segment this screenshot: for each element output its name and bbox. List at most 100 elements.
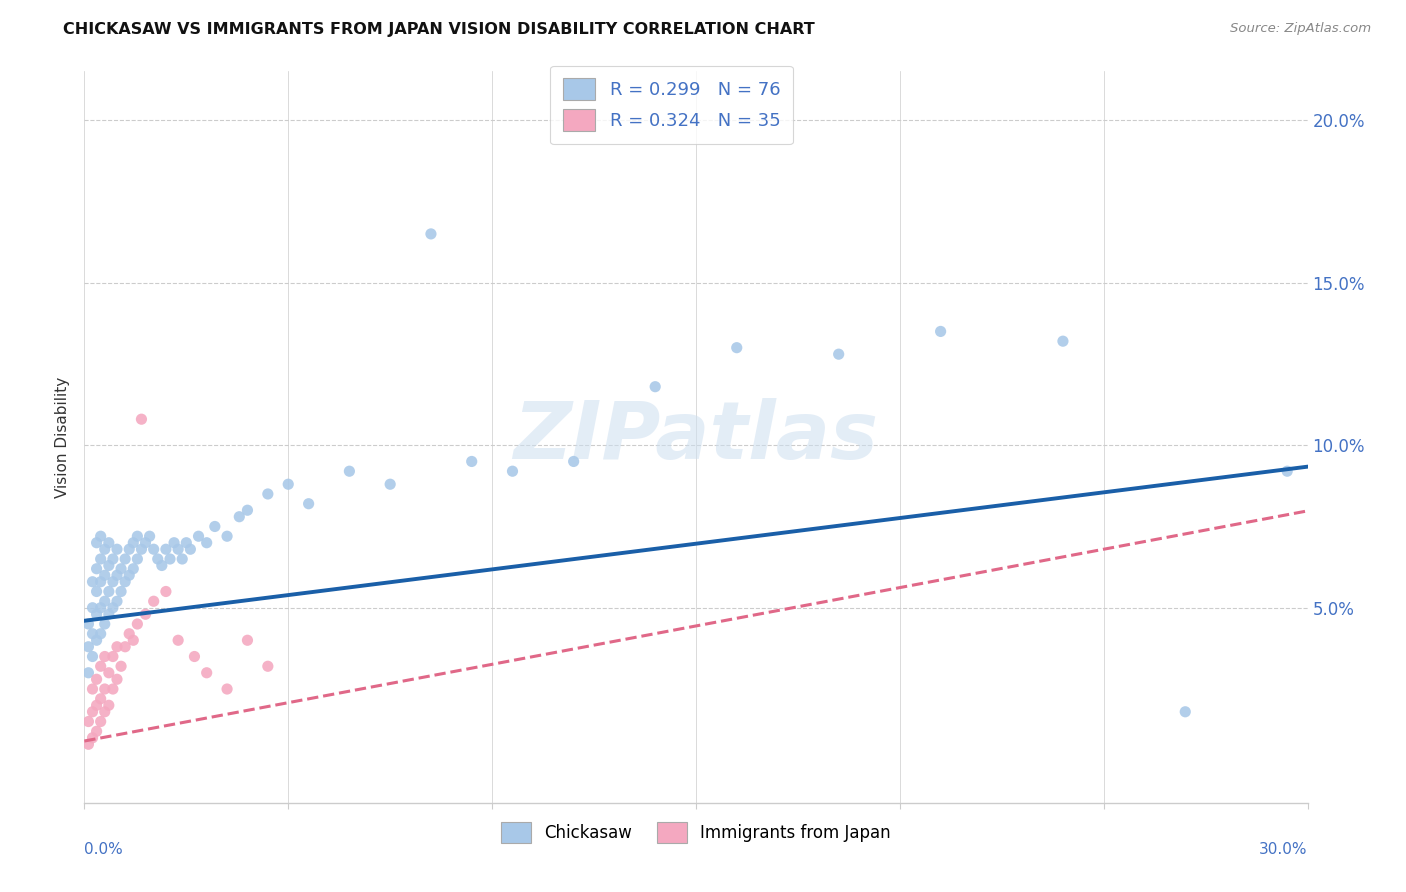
Legend: Chickasaw, Immigrants from Japan: Chickasaw, Immigrants from Japan [495,815,897,849]
Point [110,584,132,599]
Point [114,574,136,589]
Point [644,380,666,394]
Point [105,594,128,608]
Point [101,649,124,664]
Point [86,584,108,599]
Point [110,562,132,576]
Point [142,594,165,608]
Point [114,640,136,654]
Point [101,552,124,566]
Point [131,542,153,557]
Point [1174,705,1197,719]
Point [105,568,128,582]
Point [142,542,165,557]
Point [122,562,145,576]
Point [90,626,112,640]
Point [122,633,145,648]
Point [82,705,104,719]
Point [110,659,132,673]
Point [93,705,115,719]
Point [77,640,100,654]
Point [77,617,100,632]
Point [97,698,120,713]
Point [82,600,104,615]
Point [97,665,120,680]
Text: Source: ZipAtlas.com: Source: ZipAtlas.com [1230,22,1371,36]
Point [562,454,585,468]
Point [155,584,177,599]
Point [179,542,201,557]
Point [93,594,115,608]
Point [127,617,149,632]
Point [118,542,141,557]
Point [86,607,108,622]
Point [155,542,177,557]
Point [135,535,157,549]
Point [86,562,108,576]
Point [93,568,115,582]
Point [90,574,112,589]
Point [101,681,124,696]
Point [114,552,136,566]
Point [77,737,100,751]
Point [150,558,173,573]
Point [461,454,484,468]
Point [86,633,108,648]
Point [97,607,120,622]
Point [183,649,205,664]
Point [236,503,259,517]
Text: ZIPatlas: ZIPatlas [513,398,879,476]
Point [172,552,194,566]
Point [159,552,181,566]
Point [90,600,112,615]
Point [131,412,153,426]
Point [204,519,226,533]
Point [1277,464,1299,478]
Point [217,681,239,696]
Point [167,633,190,648]
Point [93,617,115,632]
Point [228,509,250,524]
Point [127,552,149,566]
Point [101,600,124,615]
Point [298,497,321,511]
Point [167,542,190,557]
Point [105,640,128,654]
Point [77,714,100,729]
Point [257,487,280,501]
Point [195,665,218,680]
Point [105,673,128,687]
Point [118,626,141,640]
Point [174,535,197,549]
Point [127,529,149,543]
Point [339,464,361,478]
Point [1052,334,1074,348]
Point [82,731,104,745]
Point [82,626,104,640]
Point [101,574,124,589]
Point [217,529,239,543]
Point [105,542,128,557]
Text: 30.0%: 30.0% [1260,842,1308,857]
Text: CHICKASAW VS IMMIGRANTS FROM JAPAN VISION DISABILITY CORRELATION CHART: CHICKASAW VS IMMIGRANTS FROM JAPAN VISIO… [63,22,815,37]
Point [90,659,112,673]
Point [86,724,108,739]
Point [236,633,259,648]
Point [93,681,115,696]
Point [828,347,851,361]
Point [90,691,112,706]
Point [122,535,145,549]
Point [77,665,100,680]
Point [82,649,104,664]
Point [97,558,120,573]
Point [97,584,120,599]
Point [146,552,169,566]
Point [86,673,108,687]
Point [380,477,402,491]
Point [138,529,160,543]
Point [929,325,952,339]
Point [187,529,209,543]
Point [277,477,299,491]
Y-axis label: Vision Disability: Vision Disability [55,376,70,498]
Text: 0.0%: 0.0% [84,842,124,857]
